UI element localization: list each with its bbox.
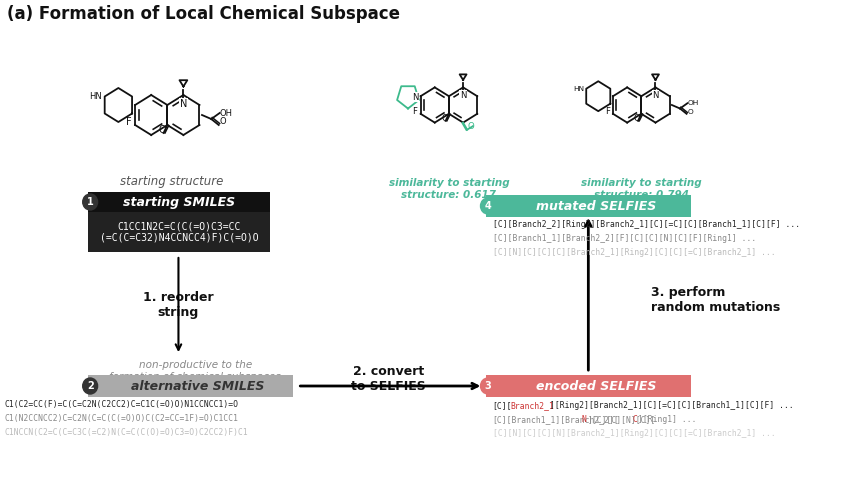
Text: Branch2_1: Branch2_1: [510, 401, 554, 410]
Text: 4: 4: [485, 201, 492, 211]
Text: ][Ring2][Branch2_1][C][=C][C][Branch1_1][C][F] ...: ][Ring2][Branch2_1][C][=C][C][Branch1_1]…: [550, 401, 794, 410]
Text: N: N: [460, 91, 466, 100]
Text: [C][: [C][: [492, 401, 512, 410]
Text: similarity to starting
structure: 0.617: similarity to starting structure: 0.617: [389, 178, 509, 200]
Text: [C][Branch2_2][Ring2][Branch2_1][C][=C][C][Branch1_1][C][F] ...: [C][Branch2_2][Ring2][Branch2_1][C][=C][…: [492, 220, 800, 229]
Text: O: O: [467, 122, 474, 132]
Text: [C][N][C][C][N][Branch2_1][Ring2][C][C][=C][Branch2_1] ...: [C][N][C][C][N][Branch2_1][Ring2][C][C][…: [492, 429, 775, 438]
Text: O: O: [688, 109, 693, 115]
FancyBboxPatch shape: [486, 375, 690, 397]
Text: F: F: [604, 107, 610, 115]
FancyBboxPatch shape: [88, 375, 293, 397]
Circle shape: [481, 198, 496, 214]
Text: 1: 1: [87, 197, 93, 207]
Text: 2: 2: [87, 381, 93, 391]
Text: [C][N][C][C][C][Branch2_1][Ring2][C][C][=C][Branch2_1] ...: [C][N][C][C][C][Branch2_1][Ring2][C][C][…: [492, 248, 775, 257]
Text: N: N: [582, 415, 587, 424]
Text: starting structure: starting structure: [121, 175, 223, 188]
Text: [C][Branch1_1][Branch2_2][: [C][Branch1_1][Branch2_2][: [492, 415, 620, 424]
Text: 3. perform
random mutations: 3. perform random mutations: [650, 286, 780, 314]
Text: 3: 3: [485, 381, 492, 391]
Text: OH: OH: [220, 109, 233, 117]
Text: F: F: [126, 117, 132, 127]
Text: similarity to starting
structure: 0.794: similarity to starting structure: 0.794: [581, 178, 701, 200]
Text: C: C: [632, 415, 637, 424]
Text: HN: HN: [89, 92, 102, 101]
Circle shape: [82, 194, 98, 210]
Text: 2. convert
to SELFIES: 2. convert to SELFIES: [351, 365, 426, 393]
Text: HN: HN: [573, 86, 584, 92]
Text: O: O: [220, 117, 227, 126]
Text: OH: OH: [688, 100, 699, 106]
Circle shape: [481, 378, 496, 394]
Text: 1. reorder
string: 1. reorder string: [143, 291, 214, 319]
Text: O: O: [159, 125, 166, 135]
Text: non-productive to the
formation of chemical subspaces: non-productive to the formation of chemi…: [110, 360, 281, 382]
Text: N: N: [652, 91, 659, 100]
Text: mutated SELFIES: mutated SELFIES: [536, 199, 656, 213]
FancyBboxPatch shape: [486, 195, 690, 217]
Text: F: F: [413, 107, 418, 115]
Text: encoded SELFIES: encoded SELFIES: [536, 380, 656, 392]
Text: O: O: [634, 113, 641, 123]
Text: C1NCCN(C2=C(C=C3C(=C2)N(C=C(C(O)=O)C3=O)C2CC2)F)C1: C1NCCN(C2=C(C=C3C(=C2)N(C=C(C(O)=O)C3=O)…: [4, 428, 249, 437]
Text: N: N: [180, 99, 187, 109]
FancyBboxPatch shape: [88, 212, 269, 252]
Text: C1(N2CCNCC2)C=C2N(C=C(C(=O)O)C(C2=CC=1F)=O)C1CC1: C1(N2CCNCC2)C=C2N(C=C(C(=O)O)C(C2=CC=1F)…: [4, 414, 239, 423]
Text: ][C][C][N][C][: ][C][C][N][C][: [588, 415, 655, 424]
Text: N: N: [412, 93, 419, 102]
Text: alternative SMILES: alternative SMILES: [132, 380, 265, 392]
Text: starting SMILES: starting SMILES: [123, 195, 235, 209]
Text: O: O: [441, 113, 448, 123]
Text: C1CC1N2C=C(C(=O)C3=CC
(=C(C=C32)N4CCNCC4)F)C(=O)O: C1CC1N2C=C(C(=O)C3=CC (=C(C=C32)N4CCNCC4…: [99, 221, 258, 243]
FancyBboxPatch shape: [88, 192, 269, 212]
Text: ][Ring1] ...: ][Ring1] ...: [638, 415, 696, 424]
Circle shape: [82, 378, 98, 394]
Text: C1(C2=CC(F)=C(C=C2N(C2CC2)C=C1C(=O)O)N1CCNCC1)=O: C1(C2=CC(F)=C(C=C2N(C2CC2)C=C1C(=O)O)N1C…: [4, 400, 239, 409]
Text: (a) Formation of Local Chemical Subspace: (a) Formation of Local Chemical Subspace: [8, 5, 401, 23]
Text: [C][Branch1_1][Branch2_2][F][C][C][N][C][F][Ring1] ...: [C][Branch1_1][Branch2_2][F][C][C][N][C]…: [492, 234, 756, 243]
